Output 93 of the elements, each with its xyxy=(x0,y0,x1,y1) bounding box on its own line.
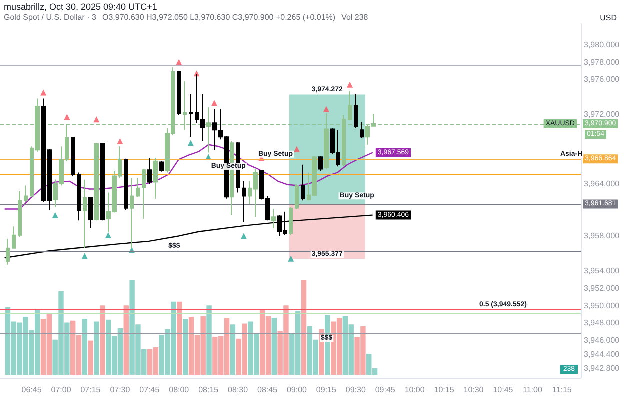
line-series xyxy=(4,144,374,210)
y-tick-label: 3,944.400 xyxy=(584,350,620,360)
y-tick-label: 3,976.000 xyxy=(584,75,620,84)
x-tick-label: 07:15 xyxy=(80,386,102,394)
candlestick xyxy=(24,185,28,203)
y-tick-label: 3,978.000 xyxy=(584,58,620,67)
candlestick xyxy=(153,157,158,200)
text: musabrillz, Oct 30, 2025 09:40 UTC+1 xyxy=(4,2,158,12)
candlestick xyxy=(271,208,276,229)
candlestick xyxy=(301,164,305,202)
y-tick-label: 3,948.000 xyxy=(584,318,620,328)
candlestick xyxy=(348,90,352,122)
bar xyxy=(100,306,106,375)
bar xyxy=(301,280,307,375)
x-tick-label: 11:00 xyxy=(522,386,543,394)
y-tick-label: 3,958.000 xyxy=(584,232,620,241)
y-tick-label: 3,954.000 xyxy=(584,266,620,276)
x-tick-label: 08:30 xyxy=(228,386,249,394)
point xyxy=(105,232,112,238)
point xyxy=(294,146,300,152)
x-tick-label: 08:45 xyxy=(258,386,278,394)
bar xyxy=(206,306,212,375)
candlestick xyxy=(177,70,181,116)
x-tick-label: 09:45 xyxy=(375,386,396,394)
x-tick-label: 08:00 xyxy=(169,386,190,394)
candlestick xyxy=(12,226,16,249)
candlestick xyxy=(88,196,93,229)
bar xyxy=(177,302,182,375)
line-series xyxy=(4,214,374,259)
candlestick xyxy=(18,190,22,238)
candlestick xyxy=(136,177,140,198)
x-tick-label: 07:00 xyxy=(51,386,72,394)
x-tick-label: 07:30 xyxy=(110,386,131,394)
candlestick xyxy=(354,94,358,129)
chart-title: Gold Spot / U.S. Dollar · 3 xyxy=(4,13,96,22)
y-tick-label: 3,946.000 xyxy=(584,336,620,346)
candlestick xyxy=(71,136,75,177)
candlestick xyxy=(212,108,217,151)
y-tick-label: 3,950.000 xyxy=(584,301,620,310)
x-tick-label: 06:45 xyxy=(22,386,42,394)
text: O3,970.630 H3,972.050 L3,970.630 C3,970.900 +0.265 (+0.01%) xyxy=(102,13,336,22)
y-tick-label: 3,952.000 xyxy=(584,284,620,293)
y-tick-label: 3,972.000 xyxy=(584,110,620,119)
candlestick xyxy=(159,160,164,172)
candlestick xyxy=(242,180,246,223)
candlestick xyxy=(142,168,146,220)
candlestick xyxy=(289,207,293,236)
candlestick xyxy=(342,114,346,168)
candlestick xyxy=(147,157,152,185)
candlestick xyxy=(189,94,193,138)
point xyxy=(94,116,100,123)
y-tick-label: 3,964.000 xyxy=(584,180,620,189)
bar xyxy=(88,340,94,375)
candlestick xyxy=(318,156,323,172)
bar xyxy=(124,306,129,375)
point xyxy=(323,106,330,112)
point xyxy=(240,233,247,240)
x-tick-label: 09:30 xyxy=(346,386,366,394)
point xyxy=(188,140,194,146)
x-tick-label: 09:00 xyxy=(286,386,308,394)
x-tick-label: 10:15 xyxy=(434,386,455,394)
candlestick xyxy=(6,238,10,266)
candlestick xyxy=(295,184,299,210)
x-tick-label: 10:30 xyxy=(464,386,484,394)
y-tick-label: 3,942.800 xyxy=(584,364,620,373)
point xyxy=(211,100,218,106)
x-tick-label: 09:15 xyxy=(316,386,337,394)
bar xyxy=(230,324,236,375)
candlestick xyxy=(83,179,87,249)
x-tick-label: 11:15 xyxy=(552,386,572,394)
x-tick-label: 07:45 xyxy=(140,386,160,394)
candlestick xyxy=(77,172,81,222)
candlestick xyxy=(100,142,105,222)
point xyxy=(82,253,88,260)
text: Vol 238 xyxy=(342,13,368,22)
x-tick-label: 08:15 xyxy=(198,386,220,394)
text: USD xyxy=(600,14,618,22)
point xyxy=(52,212,58,218)
y-tick-label: 3,980.000 xyxy=(584,40,620,50)
x-tick-label: 10:00 xyxy=(404,386,426,394)
point xyxy=(64,114,70,120)
point xyxy=(288,256,294,262)
point xyxy=(117,138,124,144)
bar xyxy=(94,322,100,375)
candlestick xyxy=(124,158,128,211)
point xyxy=(347,82,354,88)
point xyxy=(40,90,47,96)
candlestick xyxy=(360,122,364,138)
bar xyxy=(82,318,88,375)
candlestick xyxy=(94,142,99,222)
bar xyxy=(182,318,188,375)
bar xyxy=(272,318,277,375)
x-tick-label: 10:45 xyxy=(493,386,514,394)
